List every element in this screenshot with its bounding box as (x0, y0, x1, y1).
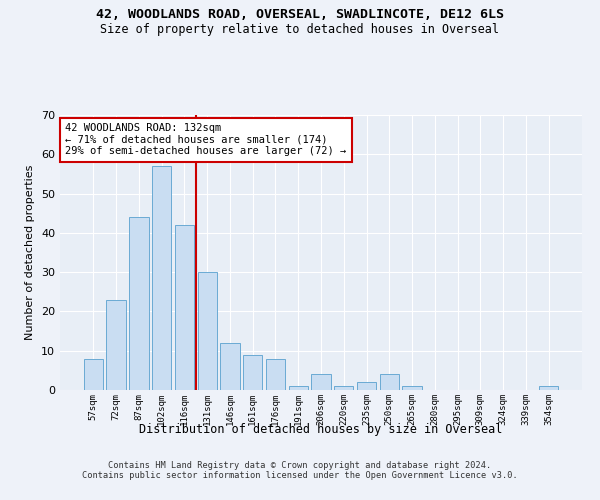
Text: Contains HM Land Registry data © Crown copyright and database right 2024.
Contai: Contains HM Land Registry data © Crown c… (82, 460, 518, 480)
Bar (129, 217, 149, 390)
Bar (175, 225, 194, 390)
Text: 42 WOODLANDS ROAD: 132sqm
← 71% of detached houses are smaller (174)
29% of semi: 42 WOODLANDS ROAD: 132sqm ← 71% of detac… (65, 123, 346, 156)
Text: 42, WOODLANDS ROAD, OVERSEAL, SWADLINCOTE, DE12 6LS: 42, WOODLANDS ROAD, OVERSEAL, SWADLINCOT… (96, 8, 504, 20)
Bar (197, 272, 217, 390)
Bar (152, 166, 172, 390)
Bar (357, 382, 376, 390)
Bar (539, 386, 558, 390)
Bar (220, 343, 239, 390)
Bar (266, 358, 285, 390)
Text: Size of property relative to detached houses in Overseal: Size of property relative to detached ho… (101, 22, 499, 36)
Bar (403, 386, 422, 390)
Bar (84, 358, 103, 390)
Bar (289, 386, 308, 390)
Bar (311, 374, 331, 390)
Bar (243, 354, 262, 390)
Bar (334, 386, 353, 390)
Text: Distribution of detached houses by size in Overseal: Distribution of detached houses by size … (139, 422, 503, 436)
Bar (380, 374, 399, 390)
Bar (106, 300, 126, 390)
Y-axis label: Number of detached properties: Number of detached properties (25, 165, 35, 340)
